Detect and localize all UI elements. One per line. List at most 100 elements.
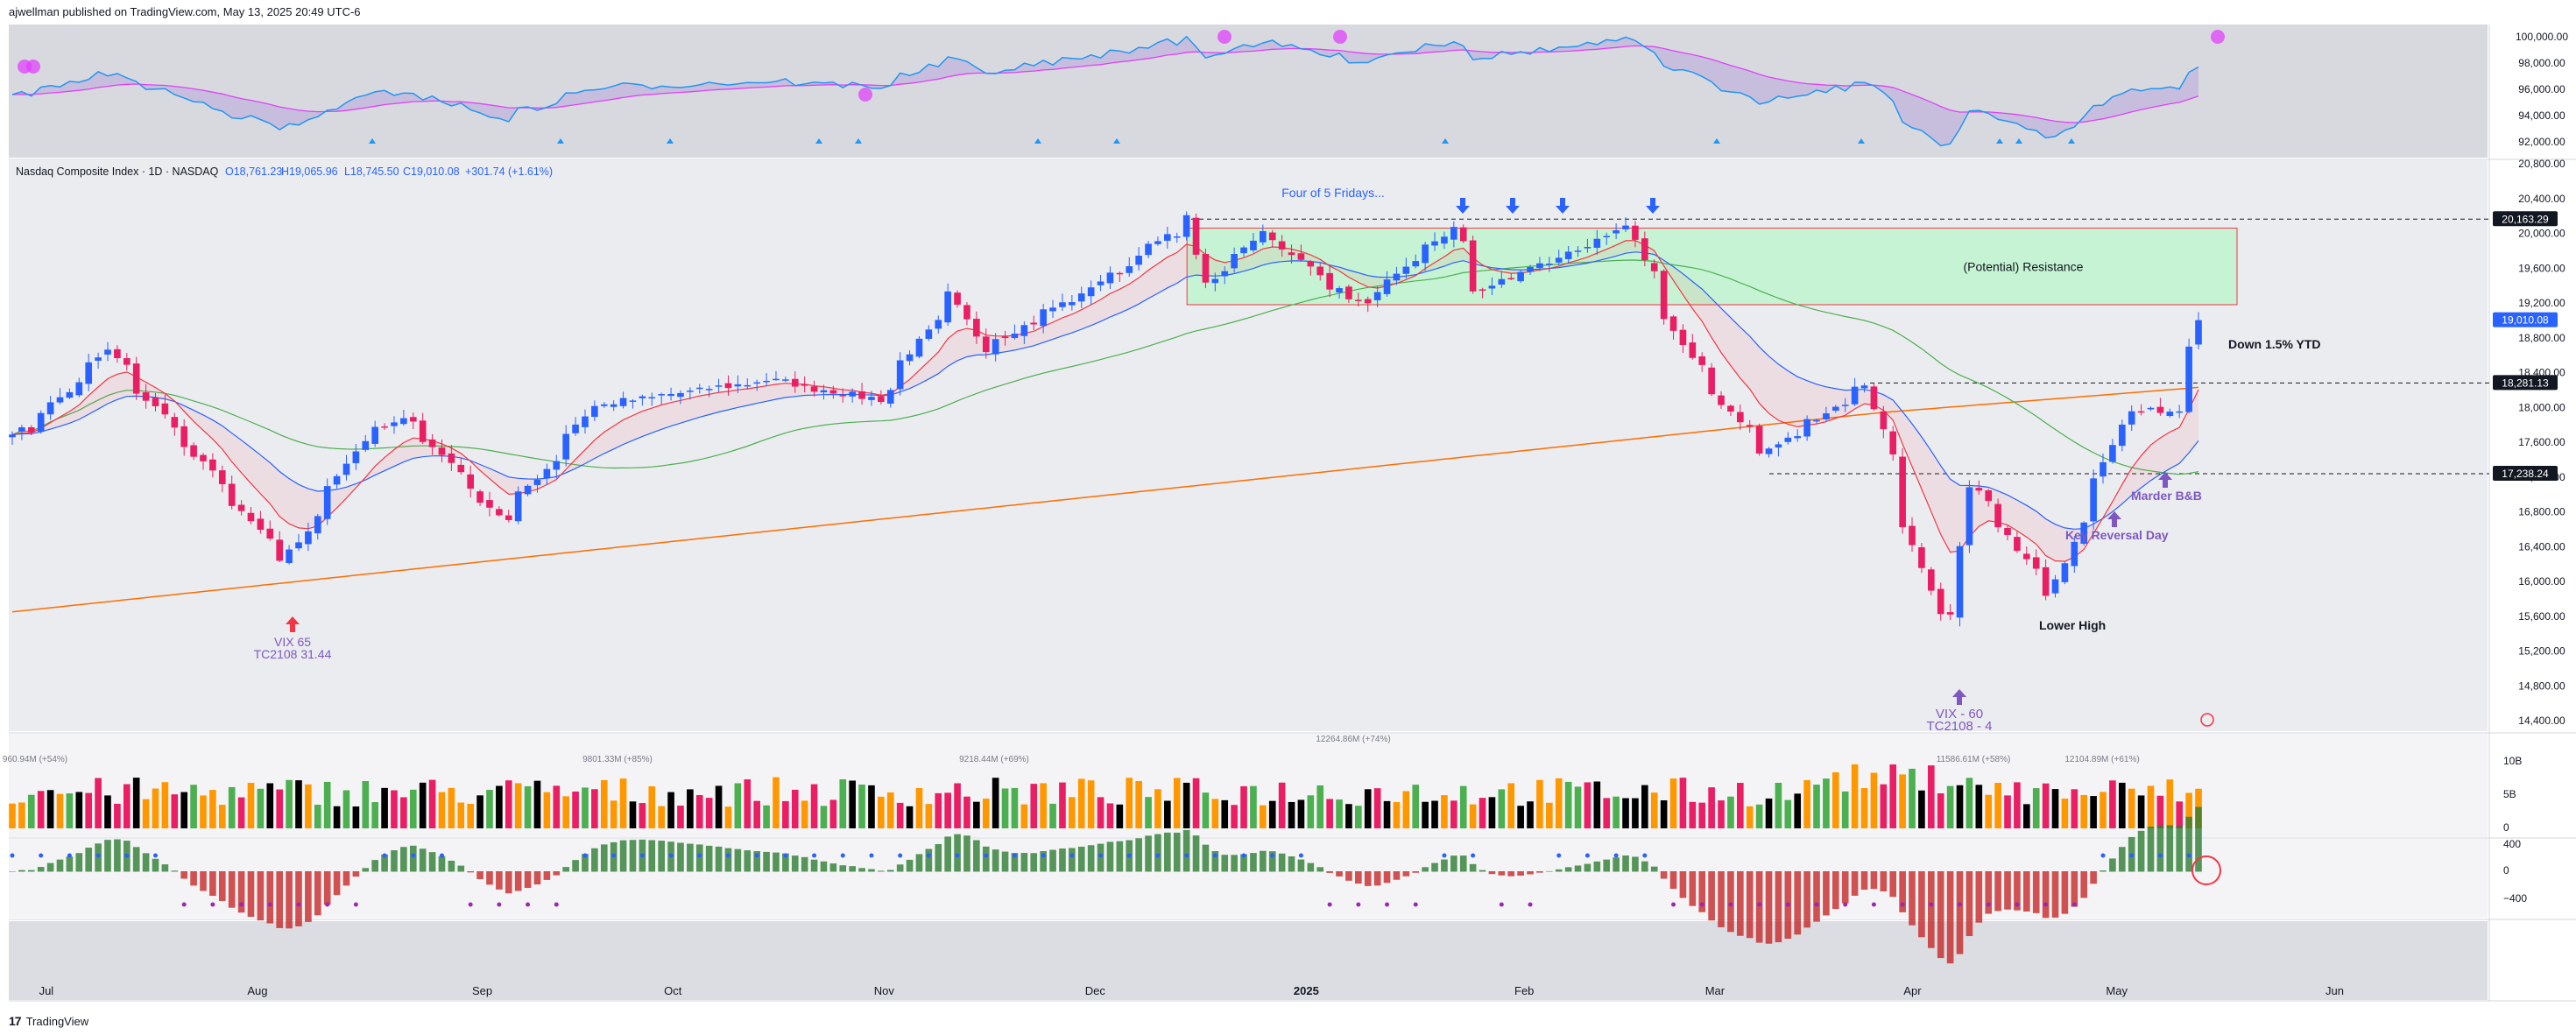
candle-body[interactable] xyxy=(1870,386,1878,410)
oscillator-bar[interactable] xyxy=(467,871,474,873)
volume-bar[interactable] xyxy=(257,788,265,828)
candle-body[interactable] xyxy=(886,390,894,405)
candle[interactable] xyxy=(2109,439,2116,464)
oscillator-bar[interactable] xyxy=(1613,857,1620,872)
oscillator-bar[interactable] xyxy=(1517,871,1524,877)
candle[interactable] xyxy=(37,410,45,434)
candle[interactable] xyxy=(1527,264,1534,276)
candle-body[interactable] xyxy=(467,474,474,489)
candle-body[interactable] xyxy=(1077,293,1085,302)
candle[interactable] xyxy=(1727,404,1734,417)
candle[interactable] xyxy=(553,454,561,479)
candle[interactable] xyxy=(600,402,608,408)
candle[interactable] xyxy=(1813,419,1820,425)
volume-bar[interactable] xyxy=(619,778,627,828)
candle[interactable] xyxy=(810,380,818,397)
volume-bar[interactable] xyxy=(935,792,942,828)
oscillator-bar[interactable] xyxy=(237,871,245,913)
volume-bar[interactable] xyxy=(715,785,723,828)
volume-bar[interactable] xyxy=(2118,782,2126,828)
volume-bar[interactable] xyxy=(1899,774,1906,828)
candle[interactable] xyxy=(1040,303,1047,334)
candle[interactable] xyxy=(1020,321,1028,344)
candle-body[interactable] xyxy=(1632,225,1639,240)
footer-brand[interactable]: 17 TradingView xyxy=(9,1014,88,1028)
candle[interactable] xyxy=(438,439,446,463)
volume-bar[interactable] xyxy=(496,785,503,828)
candle[interactable] xyxy=(1383,271,1391,297)
volume-bar[interactable] xyxy=(1182,782,1190,828)
volume-bar[interactable] xyxy=(524,785,532,828)
candle[interactable] xyxy=(1164,226,1171,249)
volume-bar[interactable] xyxy=(1202,792,1210,828)
candle[interactable] xyxy=(2147,406,2155,412)
volume-bar[interactable] xyxy=(247,783,255,828)
volume-bar[interactable] xyxy=(486,790,493,828)
candle-body[interactable] xyxy=(1441,236,1448,244)
candle[interactable] xyxy=(1507,272,1515,280)
candle-body[interactable] xyxy=(944,291,951,323)
oscillator-bar[interactable] xyxy=(543,871,551,880)
oscillator-bar[interactable] xyxy=(1994,871,2001,912)
oscillator-bar[interactable] xyxy=(400,847,407,872)
candle[interactable] xyxy=(1087,280,1095,306)
volume-bar[interactable] xyxy=(152,788,159,828)
candle[interactable] xyxy=(1268,229,1276,248)
volume-bar[interactable] xyxy=(753,800,760,828)
candle-body[interactable] xyxy=(218,470,226,484)
candle[interactable] xyxy=(1173,232,1181,243)
candle-body[interactable] xyxy=(2100,461,2107,477)
volume-bar[interactable] xyxy=(1069,797,1076,828)
volume-bar[interactable] xyxy=(2185,792,2192,828)
oscillator-bar[interactable] xyxy=(2090,871,2097,884)
candle-body[interactable] xyxy=(1794,436,1802,439)
candle-body[interactable] xyxy=(1985,489,1993,502)
candle[interactable] xyxy=(1698,352,1706,372)
oscillator-bar[interactable] xyxy=(1297,859,1305,872)
candle-body[interactable] xyxy=(1823,413,1830,419)
volume-bar[interactable] xyxy=(2080,794,2088,828)
oscillator-bar[interactable] xyxy=(1383,871,1391,884)
candle-body[interactable] xyxy=(2042,567,2050,596)
candle-body[interactable] xyxy=(744,384,752,387)
candle-body[interactable] xyxy=(75,382,83,396)
candle[interactable] xyxy=(724,375,732,396)
oscillator-bar[interactable] xyxy=(85,848,93,872)
candle-body[interactable] xyxy=(849,391,856,397)
candle[interactable] xyxy=(868,391,875,406)
candle[interactable] xyxy=(190,442,197,461)
candle[interactable] xyxy=(467,465,474,498)
oscillator-bar[interactable] xyxy=(1775,871,1782,943)
candle[interactable] xyxy=(1364,296,1372,313)
oscillator-bar[interactable] xyxy=(1632,856,1639,872)
volume-bar[interactable] xyxy=(1755,804,1763,828)
oscillator-bar[interactable] xyxy=(2166,825,2174,872)
candle-body[interactable] xyxy=(878,396,885,402)
candle[interactable] xyxy=(1345,285,1352,303)
oscillator-bar[interactable] xyxy=(1498,871,1506,876)
oscillator-bar[interactable] xyxy=(1899,871,1906,912)
candle[interactable] xyxy=(2176,405,2184,419)
oscillator-bar[interactable] xyxy=(75,853,83,872)
oscillator-bar[interactable] xyxy=(1069,848,1076,872)
candle[interactable] xyxy=(1422,242,1429,271)
volume-bar[interactable] xyxy=(2128,788,2135,828)
candle-body[interactable] xyxy=(1841,405,1849,406)
candle-body[interactable] xyxy=(1803,419,1810,437)
volume-bar[interactable] xyxy=(677,806,684,828)
candle[interactable] xyxy=(247,507,255,525)
candle[interactable] xyxy=(171,412,179,436)
candle-body[interactable] xyxy=(2014,537,2021,552)
candle-body[interactable] xyxy=(1718,395,1725,405)
candle[interactable] xyxy=(1469,236,1477,294)
candle[interactable] xyxy=(448,445,455,471)
oscillator-bar[interactable] xyxy=(1956,871,1964,954)
candle-body[interactable] xyxy=(1975,488,1983,491)
candle[interactable] xyxy=(648,392,656,406)
candle[interactable] xyxy=(1889,426,1897,461)
volume-bar[interactable] xyxy=(1527,801,1534,828)
volume-bar[interactable] xyxy=(218,805,226,828)
candle[interactable] xyxy=(1985,489,1993,507)
candle[interactable] xyxy=(161,394,169,419)
candle[interactable] xyxy=(2137,404,2145,416)
